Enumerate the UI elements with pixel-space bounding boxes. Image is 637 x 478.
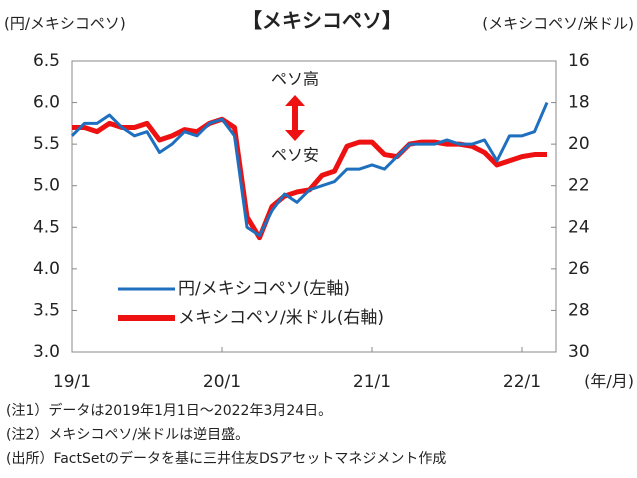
series-line [70, 101, 549, 238]
y2-tick-label: 22 [568, 176, 590, 196]
y2-axis-label: (メキシコペソ/米ドル) [482, 15, 634, 33]
footnote: (注1）データは2019年1月1日～2022年3月24日。 [6, 403, 333, 419]
y-tick-label: 3.0 [33, 342, 60, 362]
y2-tick-label: 24 [568, 217, 590, 237]
legend-label: 円/メキシコペソ(左軸) [178, 279, 350, 299]
y-tick-label: 6.5 [33, 51, 60, 71]
x-tick-label: 20/1 [203, 372, 241, 392]
y-axis-label: (円/メキシコペソ) [4, 15, 126, 33]
x-tick-label: 22/1 [503, 372, 541, 392]
chart: 【メキシコペソ】 (円/メキシコペソ) (メキシコペソ/米ドル) (年/月) ペ… [4, 9, 634, 393]
annotation: ペソ高 [271, 70, 319, 89]
y2-tick-label: 30 [568, 342, 590, 362]
y2-tick-label: 26 [568, 259, 590, 279]
y2-tick-label: 16 [568, 51, 590, 71]
footnote: (注2）メキシコペソ/米ドルは逆目盛。 [6, 427, 250, 443]
x-tick-label: 21/1 [353, 372, 391, 392]
y-tick-label: 5.5 [33, 134, 60, 154]
chart-title: 【メキシコペソ】 [242, 9, 402, 33]
annotation: ペソ安 [271, 146, 319, 165]
x-tick-label: 19/1 [53, 372, 91, 392]
y-tick-label: 6.0 [33, 93, 60, 113]
y-tick-label: 4.5 [33, 217, 60, 237]
y2-tick-label: 18 [568, 93, 590, 113]
legend-label: メキシコペソ/米ドル(右軸) [178, 308, 384, 328]
y-tick-label: 5.0 [33, 176, 60, 196]
y2-tick-label: 20 [568, 134, 590, 154]
arrow [285, 95, 305, 141]
plot-frame [71, 60, 557, 353]
x-axis-label: (年/月) [584, 372, 634, 391]
series-line [72, 116, 547, 241]
y-tick-label: 4.0 [33, 259, 60, 279]
footnote: (出所）FactSetのデータを基に三井住友DSアセットマネジメント作成 [6, 451, 447, 467]
y-tick-label: 3.5 [33, 300, 60, 320]
y2-tick-label: 28 [568, 300, 590, 320]
